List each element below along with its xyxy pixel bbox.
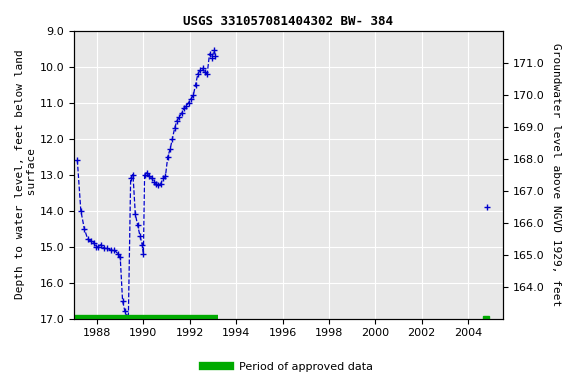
Title: USGS 331057081404302 BW- 384: USGS 331057081404302 BW- 384 <box>183 15 393 28</box>
Y-axis label: Depth to water level, feet below land
 surface: Depth to water level, feet below land su… <box>15 50 37 300</box>
Y-axis label: Groundwater level above NGVD 1929, feet: Groundwater level above NGVD 1929, feet <box>551 43 561 306</box>
Legend: Period of approved data: Period of approved data <box>198 358 378 377</box>
